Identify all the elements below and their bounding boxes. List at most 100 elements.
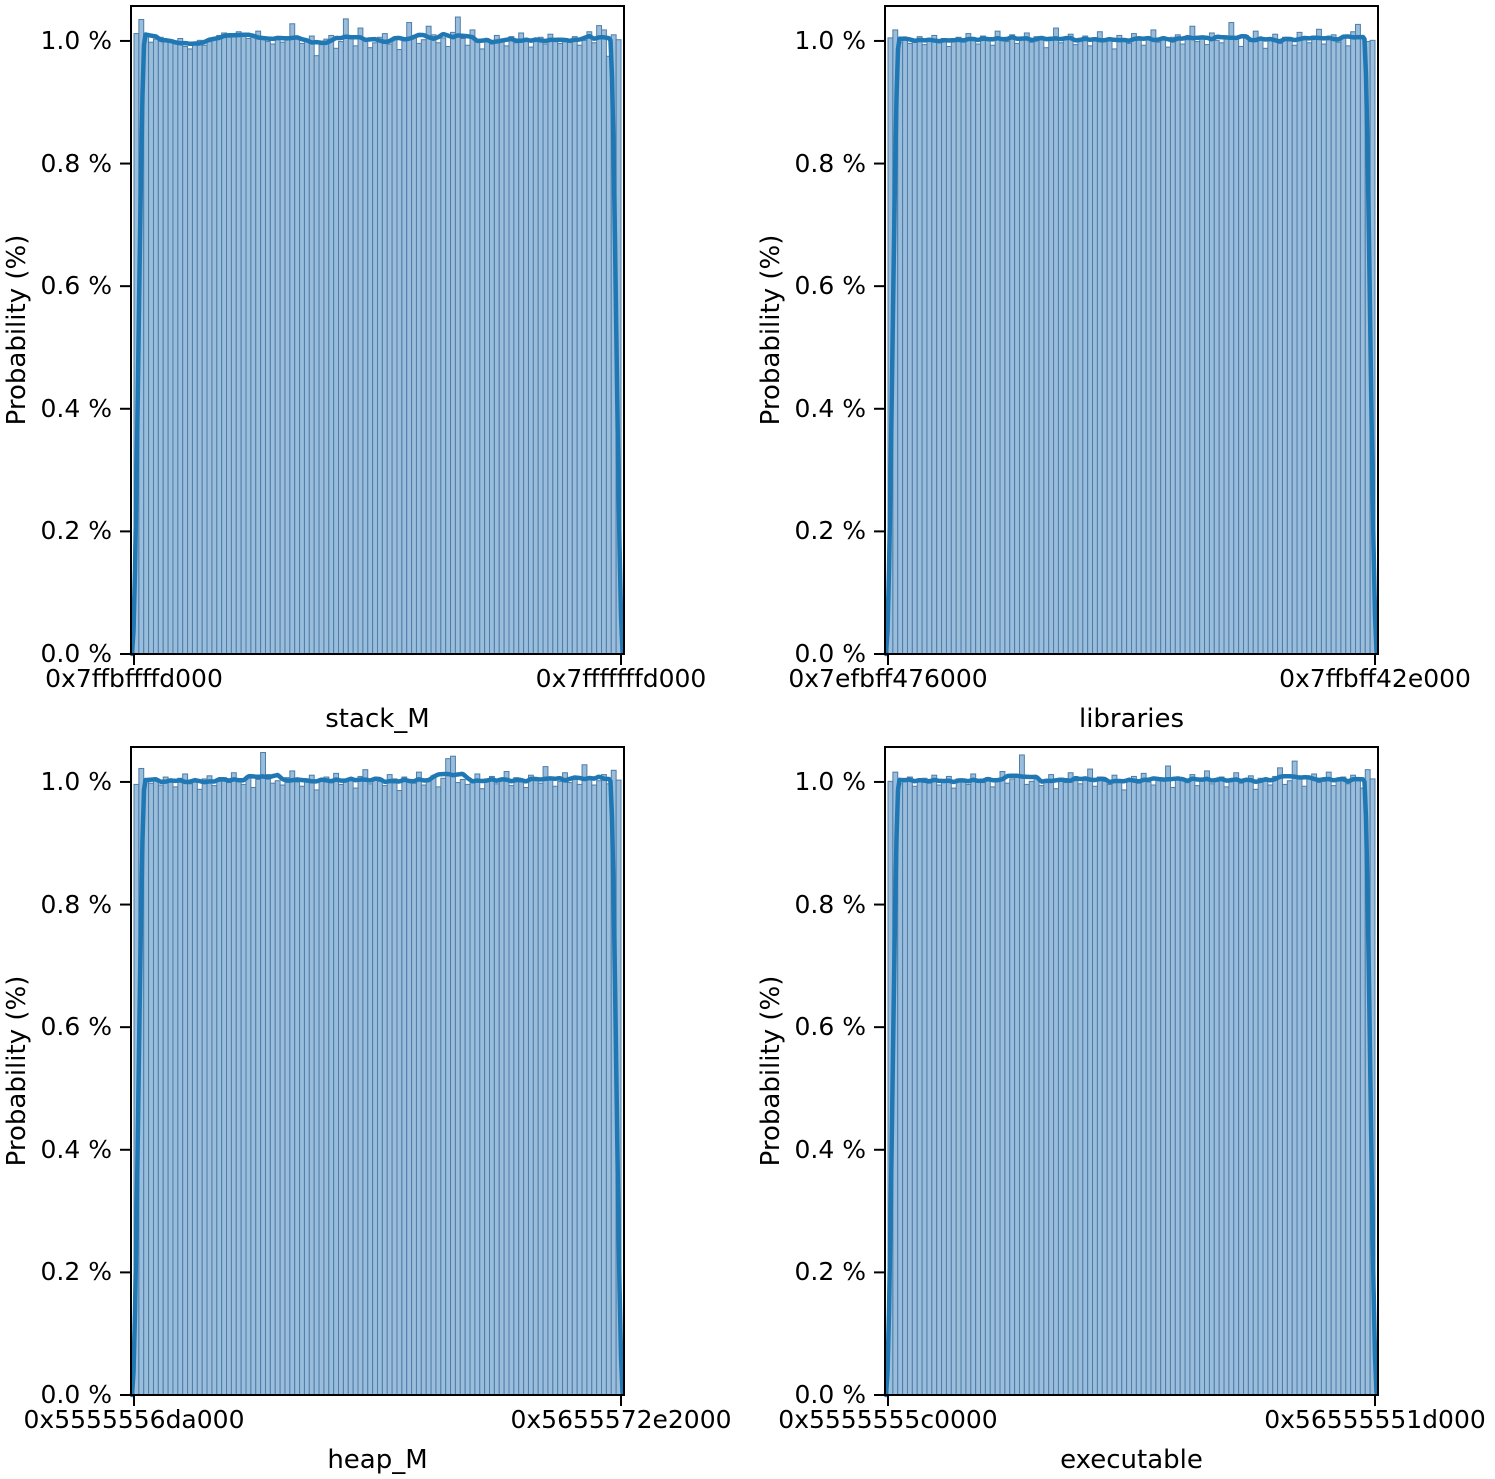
histogram-bar xyxy=(503,45,510,655)
histogram-bar xyxy=(372,42,379,655)
histogram-bar xyxy=(1048,774,1055,1396)
histogram-bar xyxy=(401,776,408,1396)
histogram-bar xyxy=(454,782,461,1396)
histogram-bar xyxy=(1311,35,1318,655)
histogram-bar xyxy=(415,42,422,655)
histogram-bar xyxy=(1208,783,1215,1396)
histogram-bar xyxy=(989,786,996,1396)
histogram-bar xyxy=(182,773,189,1396)
ytick-label: 0.2 % xyxy=(794,1257,866,1287)
axes-frame xyxy=(884,746,1379,1396)
histogram-bar xyxy=(338,41,344,655)
histogram-bar xyxy=(172,786,179,1396)
histogram-bar xyxy=(1043,779,1050,1396)
histogram-bar xyxy=(999,771,1006,1396)
histogram-bar xyxy=(357,27,364,655)
histogram-bar xyxy=(459,37,466,655)
histogram-bar xyxy=(464,44,471,655)
xtick-label: 0x7efbff476000 xyxy=(788,664,988,693)
histogram-bar xyxy=(950,787,957,1396)
histogram-bar xyxy=(1062,38,1069,655)
histogram-bars xyxy=(133,752,622,1396)
histogram-bar xyxy=(493,783,500,1396)
histogram-bar xyxy=(1067,33,1074,655)
histogram-bar xyxy=(1028,780,1035,1396)
histogram-bar xyxy=(450,31,456,655)
histogram-bar xyxy=(420,39,427,655)
histogram-bar xyxy=(352,787,359,1396)
histogram-bar xyxy=(1208,32,1215,655)
histogram-bar xyxy=(1320,43,1327,655)
histogram-bar xyxy=(1155,41,1162,655)
histogram-bar xyxy=(367,783,374,1396)
histogram-bar xyxy=(1087,768,1094,1396)
ytick-label: 0.2 % xyxy=(794,516,866,546)
histogram-bar xyxy=(498,780,505,1396)
ytick-label: 0.6 % xyxy=(794,271,866,301)
histogram-bar xyxy=(1092,785,1098,1396)
histogram-bar xyxy=(1179,779,1186,1396)
histogram-bar xyxy=(926,782,933,1396)
histogram-bar xyxy=(1014,775,1020,1396)
histogram-bar xyxy=(965,783,972,1396)
subplot-libraries: 0.0 % 0.2 % 0.4 % 0.6 % 0.8 % 1.0 % 0x7efbff47… xyxy=(756,5,1471,734)
histogram-bar xyxy=(984,777,991,1396)
histogram-bar xyxy=(1228,778,1235,1396)
histogram-bar xyxy=(1179,43,1186,655)
y-axis-label: Probability (%) xyxy=(2,234,32,426)
histogram-bar xyxy=(576,783,583,1396)
histogram-bar xyxy=(566,41,573,655)
histogram-bar xyxy=(970,773,977,1396)
histogram-bar xyxy=(1106,783,1113,1396)
histogram-bar xyxy=(1150,29,1157,655)
histogram-bar xyxy=(313,55,320,655)
histogram-bar xyxy=(547,33,554,655)
histogram-bar xyxy=(523,38,529,655)
ytick-label: 0.4 % xyxy=(40,393,112,423)
kde-line xyxy=(883,773,1379,1398)
histogram-bar xyxy=(284,36,291,655)
ytick-label: 0.4 % xyxy=(794,393,866,423)
histogram-bar xyxy=(527,774,534,1396)
histogram-bar xyxy=(157,36,164,655)
histogram-bar xyxy=(562,37,568,655)
histogram-bar xyxy=(196,39,203,655)
histogram-bar xyxy=(377,36,383,655)
histogram-bar xyxy=(936,42,943,655)
histogram-bar xyxy=(489,43,495,655)
histogram-bar xyxy=(1014,42,1020,655)
histogram-bar xyxy=(323,38,330,655)
histogram-bar xyxy=(596,25,603,655)
ytick-label: 0.0 % xyxy=(794,639,866,668)
histogram-bar xyxy=(1184,39,1191,655)
histogram-bar xyxy=(1238,782,1245,1396)
histogram-bar xyxy=(1140,44,1147,655)
histogram-bar xyxy=(566,782,573,1396)
histogram-bar xyxy=(289,770,296,1396)
histogram-bar xyxy=(226,36,232,655)
histogram-bar xyxy=(1155,777,1162,1396)
histogram-bar xyxy=(469,29,476,655)
histogram-bar xyxy=(1286,780,1293,1396)
histogram-bar xyxy=(980,782,986,1396)
histogram-bar xyxy=(269,782,276,1396)
histogram-bar xyxy=(1033,36,1040,655)
ytick-label: 0.2 % xyxy=(40,1257,112,1287)
histogram-bar xyxy=(1223,37,1230,655)
histogram-bar xyxy=(960,780,967,1396)
histogram-bar xyxy=(1072,780,1079,1396)
histogram-bar xyxy=(303,778,310,1396)
histogram-bar xyxy=(1267,784,1274,1396)
histogram-bar xyxy=(191,42,198,655)
histogram-bar xyxy=(1121,789,1128,1396)
histogram-bar xyxy=(518,32,525,655)
histogram-bar xyxy=(294,781,301,1396)
histogram-bar xyxy=(1111,48,1118,655)
ytick-label: 0.0 % xyxy=(40,1380,112,1409)
ytick-label: 0.4 % xyxy=(794,1134,866,1164)
histogram-bar xyxy=(1330,785,1337,1396)
histogram-bar xyxy=(386,774,393,1396)
histogram-bar xyxy=(269,43,276,655)
histogram-bar xyxy=(1096,31,1103,655)
histogram-bar xyxy=(902,778,908,1396)
